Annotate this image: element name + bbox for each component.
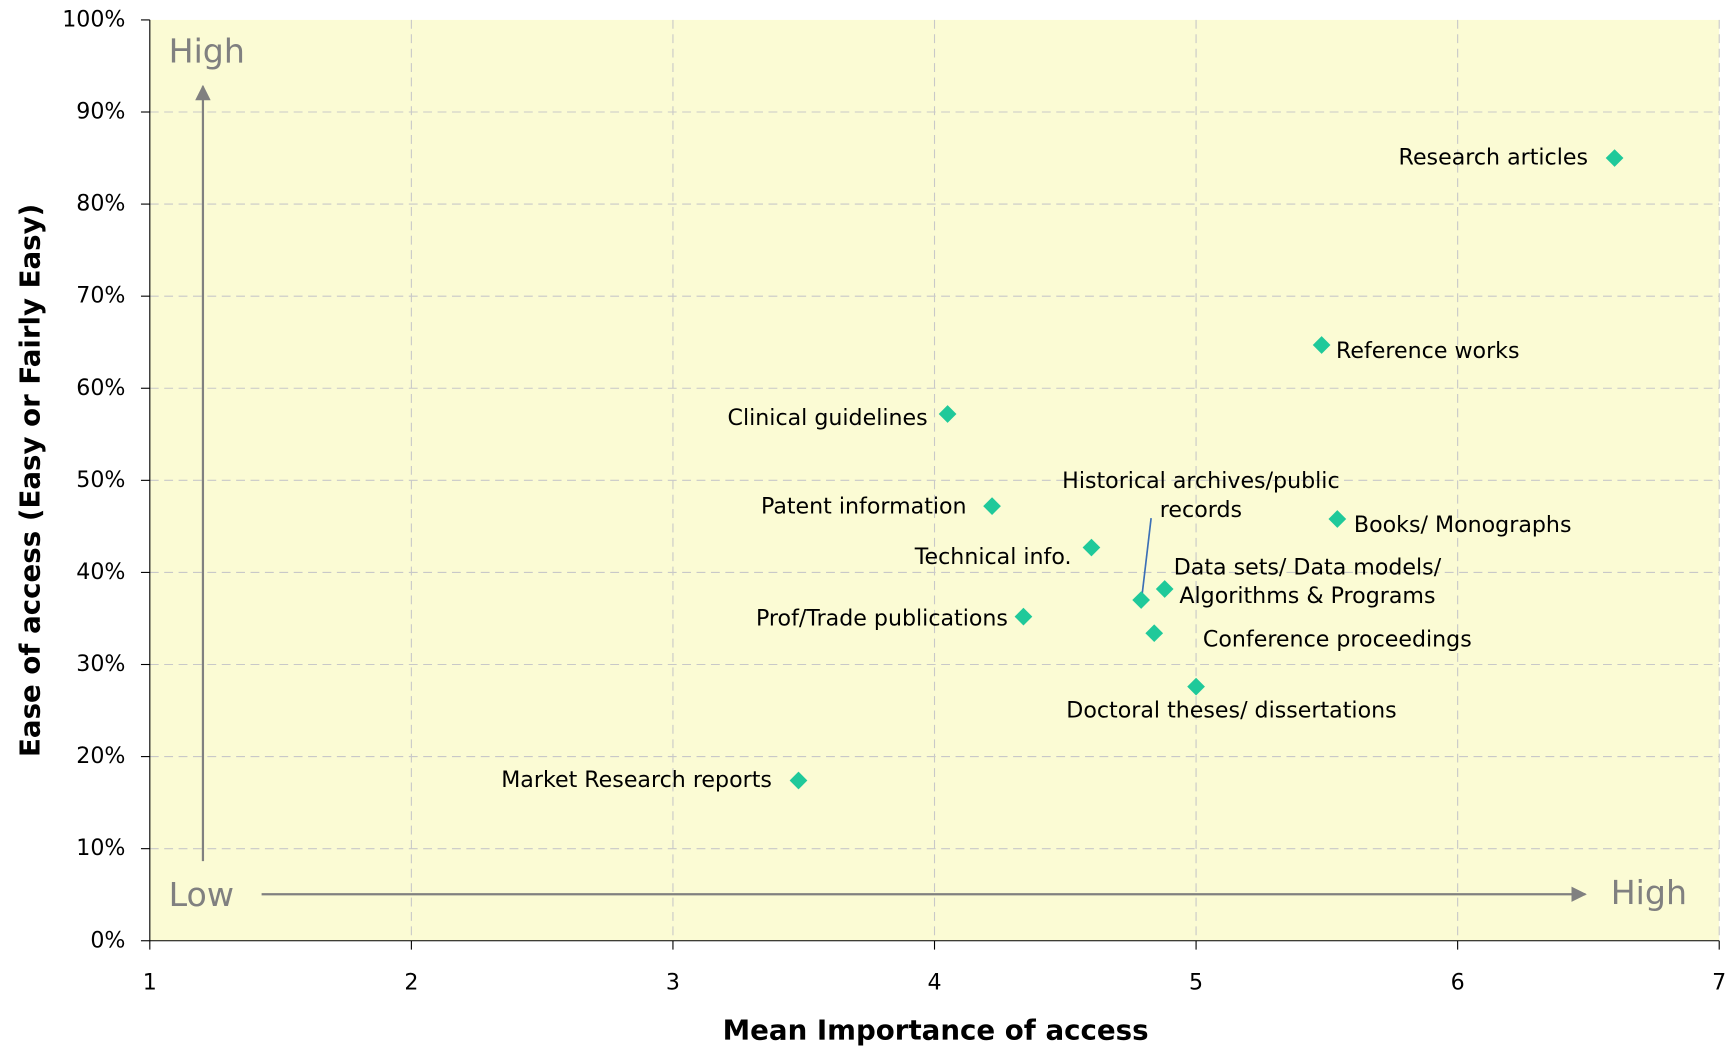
point xyxy=(1132,591,1151,609)
x-tick-label: 2 xyxy=(404,969,418,995)
y-tick-label: 0% xyxy=(90,927,125,953)
y-tick-label: 40% xyxy=(76,559,125,585)
point-label: records xyxy=(1160,497,1242,523)
annotation: High xyxy=(169,32,245,71)
point-label: Patent information xyxy=(761,494,967,520)
point xyxy=(1145,624,1164,643)
x-tick-label: 1 xyxy=(143,969,157,995)
y-tick-label: 10% xyxy=(76,835,125,861)
y-tick-label: 90% xyxy=(76,99,125,125)
point-label: Historical archives/public xyxy=(1062,468,1339,494)
y-tick-label: 20% xyxy=(76,743,125,769)
point-label: Market Research reports xyxy=(501,767,772,793)
point xyxy=(938,405,957,423)
point xyxy=(983,497,1001,515)
x-tick-label: 7 xyxy=(1712,969,1726,995)
y-tick-label: 70% xyxy=(76,283,125,309)
point-label: Clinical guidelines xyxy=(728,405,928,431)
x-tick-label: 4 xyxy=(927,969,941,995)
point-label: Technical info. xyxy=(914,544,1072,570)
y-tick-label: 80% xyxy=(76,191,125,217)
point-label: Algorithms & Programs xyxy=(1179,583,1435,609)
annotation: High xyxy=(1611,873,1687,912)
y-tick-label: 50% xyxy=(76,467,125,493)
leader-line xyxy=(1141,518,1152,594)
x-axis-title: Mean Importance of access xyxy=(723,1014,1149,1047)
point-label: Data sets/ Data models/ xyxy=(1174,554,1442,580)
grid xyxy=(149,19,1720,941)
y-tick-label: 100% xyxy=(62,6,125,32)
point-label: Reference works xyxy=(1336,338,1520,364)
annotation: Low xyxy=(169,875,234,914)
point-label: Conference proceedings xyxy=(1203,626,1472,652)
point xyxy=(1312,336,1331,354)
point-label: Books/ Monographs xyxy=(1354,512,1572,538)
point xyxy=(789,771,808,790)
x-tick-label: 3 xyxy=(666,969,680,995)
point xyxy=(1155,580,1174,598)
point-label: Research articles xyxy=(1399,145,1588,171)
x-tick-label: 6 xyxy=(1451,969,1465,995)
y-axis-title: Ease of access (Easy or Fairly Easy) xyxy=(13,204,46,757)
y-tick-label: 60% xyxy=(76,375,125,401)
point-label: Prof/Trade publications xyxy=(756,605,1008,631)
x-tick-label: 5 xyxy=(1189,969,1203,995)
point-label: Doctoral theses/ dissertations xyxy=(1066,697,1396,723)
y-tick-label: 30% xyxy=(76,651,125,677)
